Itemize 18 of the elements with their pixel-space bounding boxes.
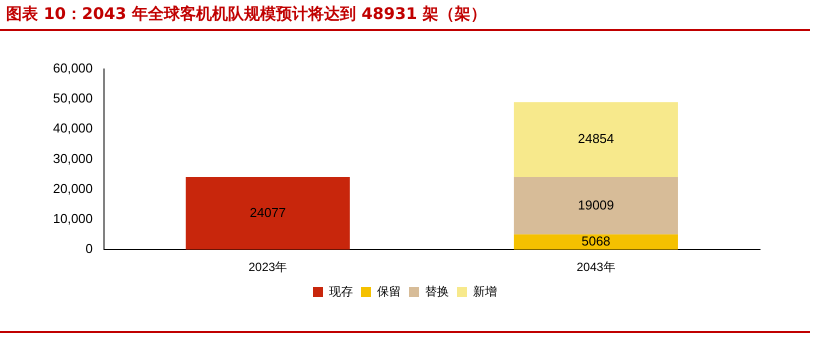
y-tick-label: 0: [86, 241, 93, 256]
data-label: 24077: [250, 204, 286, 220]
y-tick-label: 50,000: [52, 90, 93, 106]
legend-label: 现存: [329, 284, 353, 298]
legend-label: 替换: [425, 284, 449, 298]
x-tick-label: 2023年: [248, 260, 288, 274]
data-label: 24854: [578, 131, 614, 146]
y-tick-label: 10,000: [52, 211, 93, 226]
x-tick-label: 2043年: [576, 260, 616, 274]
y-tick-label: 30,000: [52, 150, 93, 166]
legend-label: 新增: [473, 284, 497, 298]
y-tick-label: 60,000: [52, 60, 93, 76]
legend-label: 保留: [377, 284, 401, 298]
chart-title: 图表 10：2043 年全球客机机队规模预计将达到 48931 架（架）: [6, 4, 487, 25]
data-label: 5068: [581, 234, 610, 249]
y-tick-label: 20,000: [52, 180, 93, 196]
data-label: 19009: [578, 197, 614, 212]
y-tick-label: 40,000: [52, 120, 93, 136]
